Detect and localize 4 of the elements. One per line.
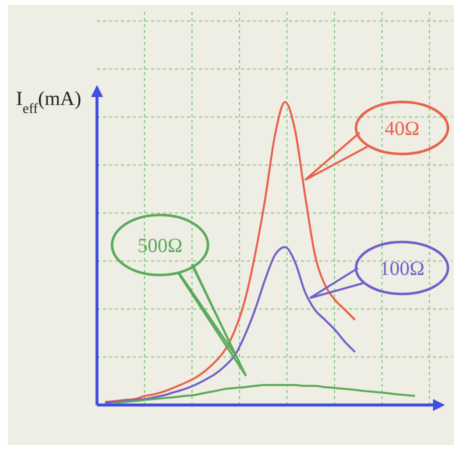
text: 40Ω: [384, 118, 420, 140]
text: 100Ω: [380, 258, 424, 280]
text: 500Ω: [138, 235, 182, 257]
y-axis-title: I$_{eff}$(mA): [16, 88, 82, 116]
